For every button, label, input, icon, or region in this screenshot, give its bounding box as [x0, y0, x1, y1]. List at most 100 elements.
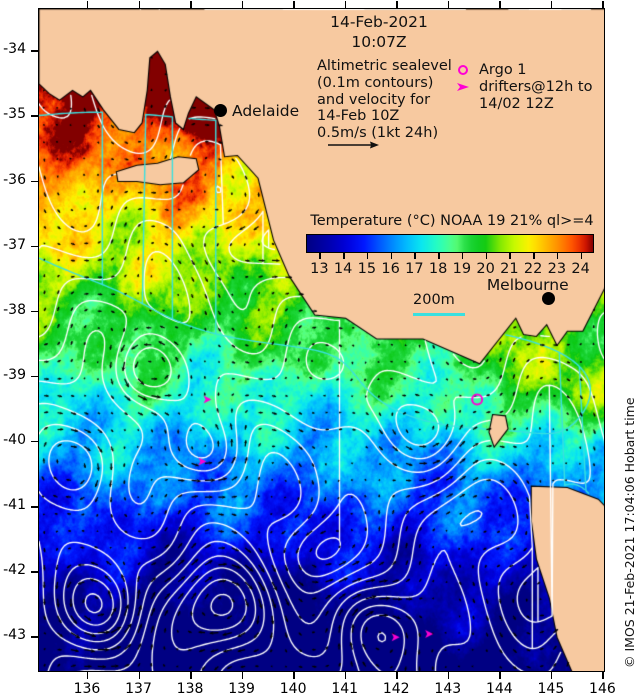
y-axis-tick	[31, 571, 38, 573]
y-axis-label: -37	[3, 236, 26, 253]
legend-label-drifters: drifters@12h to	[479, 79, 593, 95]
y-axis-tick	[31, 375, 38, 378]
velocity-scale-arrow-icon	[328, 141, 379, 149]
x-axis-label: 146	[589, 681, 616, 697]
x-axis-label: 136	[73, 681, 101, 697]
x-axis-tick	[86, 1, 89, 8]
y-axis-tick	[31, 310, 38, 313]
colorbar-tick-label: 13	[310, 261, 329, 277]
colorbar-tick	[319, 253, 321, 259]
x-axis-tick	[447, 672, 450, 679]
colorbar-tick	[509, 253, 511, 259]
colorbar-tick	[533, 253, 535, 259]
colorbar: Temperature (°C) NOAA 19 21% ql>=4 13 14 1…	[306, 213, 596, 279]
y-axis-tick	[31, 115, 38, 117]
colorbar-tick	[366, 253, 369, 259]
y-axis-tick	[31, 506, 38, 508]
x-axis-tick	[190, 672, 192, 679]
x-axis-tick	[550, 672, 553, 679]
legend-label-argo: Argo 1	[479, 62, 527, 78]
x-axis-tick	[602, 1, 604, 8]
y-axis-label: -38	[3, 301, 26, 318]
drifter-arrow-icon	[457, 83, 469, 91]
colorbar-ticks	[306, 253, 594, 260]
x-axis-label: 137	[125, 681, 152, 697]
x-axis-tick	[138, 1, 140, 8]
x-axis-tick	[396, 1, 398, 8]
y-axis-tick	[31, 636, 38, 638]
colorbar-tick	[580, 253, 583, 259]
y-axis-label: -40	[3, 431, 26, 448]
colorbar-tick-label: 21	[500, 261, 519, 277]
colorbar-tick-labels: 13 14 15 16 17 18 19 20 21 22 23 24	[306, 261, 594, 279]
x-axis-tick	[499, 1, 501, 8]
colorbar-tick-label: 16	[381, 261, 400, 277]
colorbar-tick-label: 19	[452, 261, 472, 277]
city-marker-dot	[542, 291, 556, 305]
x-axis-tick	[396, 672, 398, 679]
x-axis-tick	[344, 672, 347, 679]
city-label: Adelaide	[231, 101, 300, 120]
depth-scale-label: 200m	[413, 292, 455, 308]
x-axis-tick	[241, 1, 244, 8]
header-datetime: 14-Feb-2021 10:07Z	[330, 13, 428, 51]
x-axis-tick	[344, 1, 347, 8]
colorbar-tick	[485, 253, 488, 259]
y-axis-label: -34	[3, 41, 26, 58]
colorbar-tick	[414, 253, 416, 259]
y-axis-label: -35	[3, 106, 26, 123]
x-axis-tick	[602, 672, 604, 679]
y-axis-label: -42	[3, 562, 26, 579]
x-axis-tick	[550, 1, 553, 8]
x-axis-tick	[499, 672, 501, 679]
colorbar-title: Temperature (°C) NOAA 19 21% ql>=4	[310, 213, 594, 229]
colorbar-tick	[438, 253, 440, 259]
colorbar-tick-label: 23	[547, 261, 567, 277]
x-axis-tick	[86, 672, 89, 679]
y-axis-label: -41	[3, 497, 26, 513]
x-axis-label: 144	[485, 681, 513, 697]
y-axis-tick	[31, 440, 38, 443]
city-marker-dot	[214, 104, 228, 118]
x-axis-tick	[138, 672, 140, 679]
credit-text: © IMOS 21-Feb-2021 17:04:06 Hobart time	[622, 397, 637, 668]
colorbar-tick-label: 17	[405, 261, 424, 277]
colorbar-tick-label: 15	[357, 261, 377, 277]
x-axis-label: 145	[537, 681, 565, 697]
colorbar-tick-label: 18	[428, 261, 448, 277]
argo-circle-icon	[458, 65, 468, 75]
x-axis-label: 142	[382, 681, 410, 697]
y-axis-tick	[31, 245, 38, 248]
y-axis-label: -36	[3, 171, 26, 188]
colorbar-tick-label: 20	[476, 261, 495, 277]
colorbar-tick	[461, 253, 464, 259]
x-axis-label: 143	[434, 681, 462, 697]
colorbar-tick-label: 14	[333, 261, 353, 277]
colorbar-tick-label: 24	[571, 261, 590, 277]
y-axis-label: -43	[3, 627, 26, 644]
city-label: Melbourne	[486, 276, 569, 295]
x-axis-tick	[190, 1, 192, 8]
x-axis-label: 140	[279, 681, 307, 697]
x-axis-label: 141	[331, 681, 359, 697]
y-axis-tick	[31, 180, 38, 182]
y-axis-tick	[31, 50, 38, 52]
x-axis-label: 139	[228, 681, 255, 697]
y-axis-label: -39	[3, 366, 26, 383]
colorbar-tick-label: 22	[523, 261, 543, 277]
depth-scale-line	[413, 313, 465, 316]
x-axis-tick	[241, 672, 244, 679]
x-axis-tick	[293, 1, 295, 8]
colorbar-tick	[556, 253, 559, 259]
colorbar-gradient	[306, 234, 594, 253]
colorbar-tick	[390, 253, 393, 259]
header-description: Altimetric sealevel (0.1m contours) and …	[317, 58, 452, 142]
x-axis-tick	[293, 672, 295, 679]
x-axis-tick	[447, 1, 450, 8]
sst-velocity-field-canvas	[39, 9, 604, 671]
legend-label-drifter-time: 14/02 12Z	[479, 96, 554, 112]
map-plot-area[interactable]	[38, 8, 605, 672]
x-axis-label: 138	[176, 681, 204, 697]
colorbar-tick	[343, 253, 345, 259]
